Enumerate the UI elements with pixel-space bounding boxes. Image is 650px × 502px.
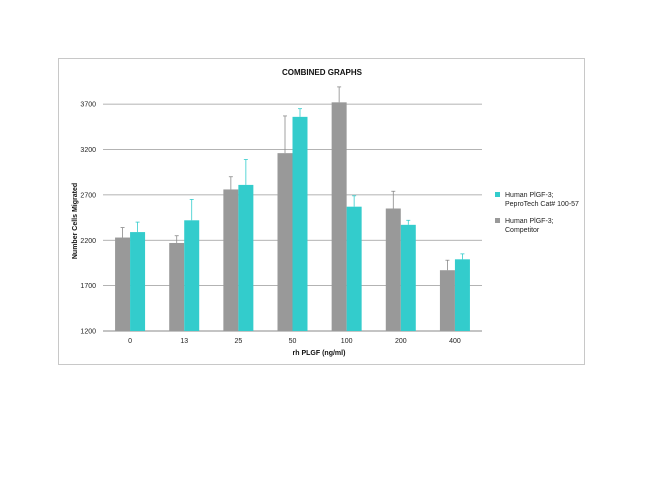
chart-title: COMBINED GRAPHS — [282, 68, 363, 77]
chart-frame — [58, 58, 585, 365]
bar — [331, 102, 347, 331]
bar — [184, 220, 200, 331]
legend-label: Human PlGF-3; — [505, 218, 554, 225]
x-tick-label: 400 — [449, 338, 461, 345]
y-tick-label: 3700 — [80, 102, 96, 109]
x-tick-label: 50 — [289, 338, 297, 345]
y-axis-ticks: 1200 1700 2200 2700 3200 3700 — [80, 102, 96, 336]
y-tick-label: 2700 — [80, 192, 96, 199]
bars — [115, 102, 470, 331]
legend-label: PeproTech Cat# 100-57 — [505, 201, 579, 208]
y-axis-title: Number Cells Migrated — [72, 183, 79, 259]
bar — [385, 208, 401, 331]
bar — [115, 237, 131, 331]
bar — [346, 206, 362, 331]
bar — [439, 270, 455, 331]
y-tick-label: 1700 — [80, 283, 96, 290]
y-tick-label: 3200 — [80, 147, 96, 154]
x-axis-ticks: 0 13 25 50 100 200 400 — [128, 338, 461, 345]
bar — [292, 116, 308, 331]
bar — [223, 189, 239, 331]
x-tick-label: 13 — [180, 338, 188, 345]
bar — [169, 242, 185, 331]
legend-swatch — [495, 218, 500, 223]
legend-swatch — [495, 192, 500, 197]
bar — [454, 259, 470, 331]
x-tick-label: 25 — [234, 338, 242, 345]
legend: Human PlGF-3; PeproTech Cat# 100-57 Human … — [495, 192, 579, 234]
x-axis-title: rh PLGF (ng/ml) — [293, 350, 346, 357]
bar — [238, 184, 254, 331]
legend-label: Competitor — [505, 227, 540, 234]
bar — [277, 153, 293, 331]
x-tick-label: 200 — [395, 338, 407, 345]
bar — [130, 232, 146, 331]
y-tick-label: 1200 — [80, 329, 96, 336]
bar — [400, 224, 416, 331]
y-tick-label: 2200 — [80, 238, 96, 245]
x-tick-label: 0 — [128, 338, 132, 345]
error-bars — [120, 86, 465, 271]
x-tick-label: 100 — [341, 338, 353, 345]
legend-label: Human PlGF-3; — [505, 192, 554, 199]
